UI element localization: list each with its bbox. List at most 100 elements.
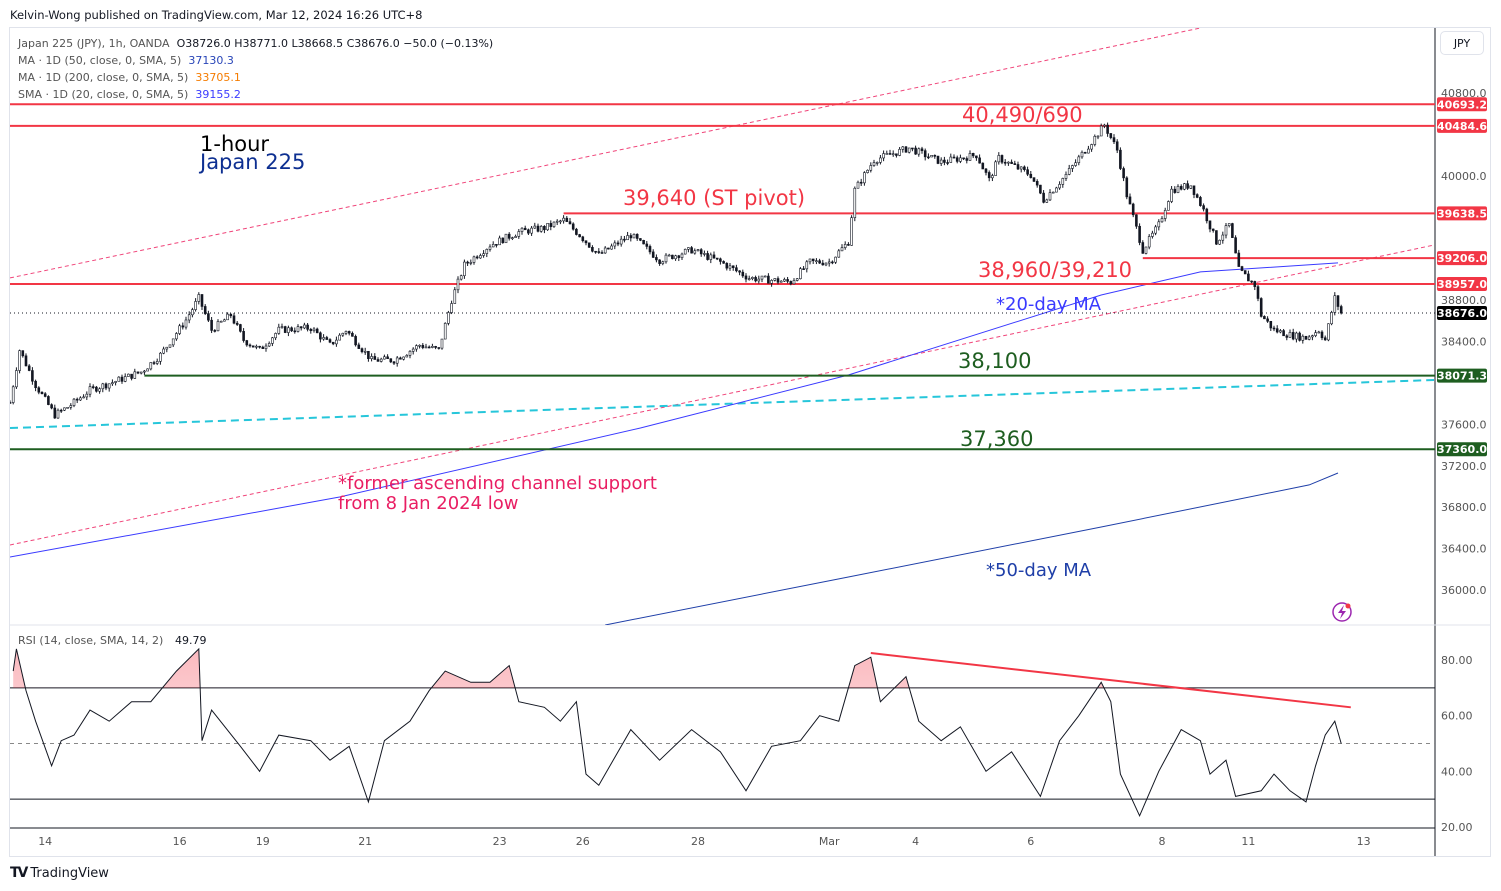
candle-body bbox=[1026, 169, 1029, 175]
candle-body bbox=[1224, 225, 1228, 236]
candle-body bbox=[709, 254, 713, 260]
candle-body bbox=[277, 326, 281, 334]
symbol-row: Japan 225 (JPY), 1h, OANDA O38726.0 H387… bbox=[18, 35, 493, 52]
candle-body bbox=[1087, 148, 1090, 154]
candle-body bbox=[1323, 337, 1327, 341]
candle-body bbox=[1227, 223, 1231, 226]
candle-body bbox=[549, 223, 553, 227]
candle-body bbox=[584, 240, 588, 244]
candle-body bbox=[472, 256, 476, 263]
candle-body bbox=[824, 262, 828, 266]
candle-body bbox=[431, 345, 434, 348]
sma20-row[interactable]: SMA · 1D (20, close, 0, SMA, 5) 39155.2 bbox=[18, 86, 493, 103]
candle-body bbox=[389, 358, 393, 363]
candle-body bbox=[504, 233, 508, 244]
candle-body bbox=[667, 254, 671, 257]
candle-body bbox=[1259, 298, 1263, 317]
candle-body bbox=[162, 348, 165, 354]
rsi-pane[interactable] bbox=[10, 647, 1435, 818]
candle-body bbox=[831, 261, 834, 264]
ohlc-values: O38726.0 H38771.0 L38668.5 C38676.0 −50.… bbox=[176, 37, 494, 50]
candle-body bbox=[837, 250, 841, 258]
candle-body bbox=[363, 350, 367, 353]
candle-body bbox=[677, 255, 681, 258]
candle-body bbox=[325, 337, 329, 340]
candle-body bbox=[1103, 124, 1106, 127]
candle-body bbox=[239, 324, 242, 332]
candle-body bbox=[392, 361, 396, 364]
candle-body bbox=[1231, 223, 1234, 238]
ma200-row[interactable]: MA · 1D (200, close, 0, SMA, 5) 33705.1 bbox=[18, 69, 493, 86]
candle-body bbox=[1195, 194, 1199, 198]
time-tick-label: Mar bbox=[819, 835, 840, 848]
candle-body bbox=[994, 161, 997, 176]
candle-body bbox=[674, 255, 677, 260]
candle-body bbox=[879, 157, 882, 163]
candle-body bbox=[955, 157, 959, 162]
candle-body bbox=[882, 153, 885, 159]
ma50-row[interactable]: MA · 1D (50, close, 0, SMA, 5) 37130.3 bbox=[18, 52, 493, 69]
candle-body bbox=[632, 233, 636, 239]
candle-body bbox=[354, 336, 357, 346]
level-price-label: 38071.3 bbox=[1437, 370, 1487, 383]
candle-body bbox=[1237, 252, 1241, 267]
candle-body bbox=[344, 331, 348, 334]
candle-body bbox=[1112, 137, 1116, 143]
candle-body bbox=[619, 238, 623, 245]
candle-body bbox=[56, 409, 60, 419]
candle-body bbox=[1144, 246, 1148, 254]
candle-body bbox=[155, 361, 159, 364]
flash-icon[interactable] bbox=[1332, 602, 1352, 622]
candle-body bbox=[424, 346, 428, 349]
ma50-annotation: *50-day MA bbox=[986, 560, 1092, 581]
candle-body bbox=[821, 262, 825, 266]
candle-body bbox=[626, 235, 629, 241]
candle-body bbox=[904, 146, 908, 153]
last-price-label: 38676.0 bbox=[1437, 307, 1487, 320]
candle-body bbox=[440, 338, 444, 349]
candle-body bbox=[728, 265, 732, 269]
candle-body bbox=[18, 350, 21, 371]
resistance-annotation-3: 38,960/39,210 bbox=[978, 258, 1132, 282]
candle-body bbox=[507, 233, 511, 239]
currency-button[interactable]: JPY bbox=[1440, 31, 1484, 55]
candle-body bbox=[95, 386, 98, 392]
candle-body bbox=[69, 405, 73, 408]
candle-body bbox=[395, 357, 399, 364]
candle-body bbox=[642, 240, 645, 245]
candle-body bbox=[1199, 197, 1202, 206]
candle-body bbox=[251, 345, 255, 348]
candle-body bbox=[27, 365, 31, 371]
candle-body bbox=[1240, 266, 1244, 271]
candle-body bbox=[1071, 165, 1074, 169]
candle-body bbox=[143, 370, 146, 373]
price-pane[interactable] bbox=[9, 28, 1435, 625]
candle-body bbox=[655, 257, 658, 261]
candle-body bbox=[565, 217, 569, 222]
candle-body bbox=[319, 332, 322, 340]
time-tick-label: 8 bbox=[1159, 835, 1166, 848]
candle-body bbox=[875, 162, 879, 164]
candle-body bbox=[664, 254, 668, 263]
candle-body bbox=[843, 244, 847, 248]
candle-body bbox=[136, 371, 140, 374]
candle-body bbox=[1048, 192, 1052, 201]
candle-body bbox=[178, 325, 181, 334]
candle-body bbox=[767, 275, 770, 284]
instrument-annotation: Japan 225 bbox=[198, 150, 305, 174]
candle-body bbox=[1077, 156, 1081, 164]
tradingview-brand[interactable]: TV TradingView bbox=[10, 865, 109, 881]
candle-body bbox=[959, 157, 962, 162]
candle-body bbox=[635, 233, 639, 239]
candle-body bbox=[731, 265, 735, 269]
candle-body bbox=[968, 153, 972, 161]
candle-body bbox=[706, 253, 709, 260]
candle-body bbox=[869, 165, 873, 171]
candle-body bbox=[120, 376, 124, 382]
candle-body bbox=[1304, 335, 1308, 340]
candle-body bbox=[725, 262, 729, 269]
candle-body bbox=[1189, 185, 1193, 189]
candle-body bbox=[738, 270, 741, 273]
candle-body bbox=[895, 153, 898, 156]
